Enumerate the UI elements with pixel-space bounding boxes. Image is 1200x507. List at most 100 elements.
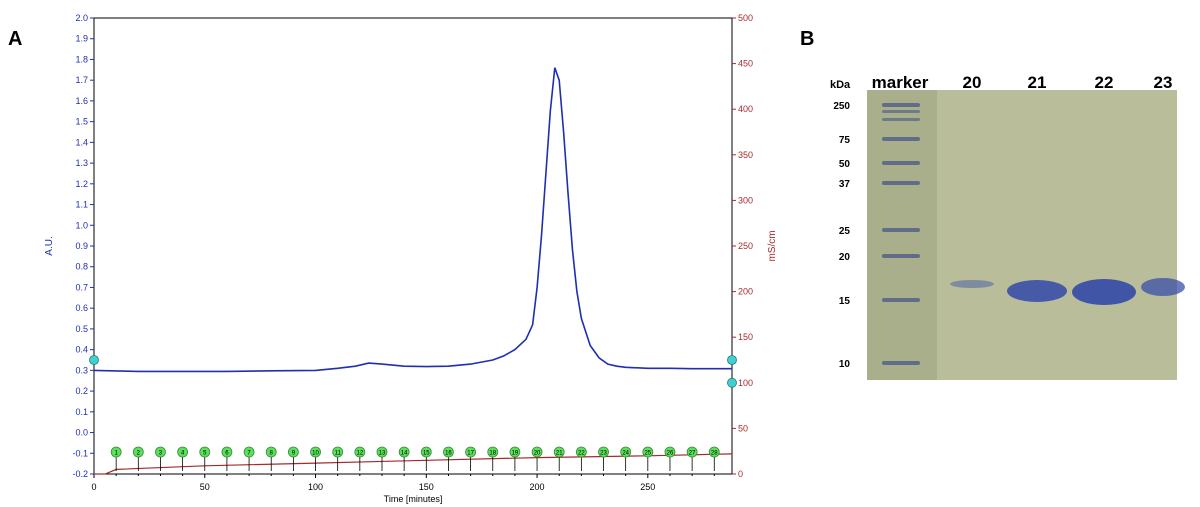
x-tick-label: 250 bbox=[640, 482, 655, 492]
event-marker bbox=[727, 355, 737, 365]
fraction-marker bbox=[221, 446, 233, 458]
fraction-marker bbox=[708, 446, 720, 458]
y-left-tick-label: 1.5 bbox=[75, 117, 88, 127]
fraction-marker bbox=[398, 446, 410, 458]
fraction-label: 14 bbox=[401, 451, 408, 457]
y-right-axis-label: mS/cm bbox=[767, 230, 778, 261]
ladder-band bbox=[882, 361, 920, 365]
fraction-label: 25 bbox=[644, 451, 651, 457]
y-right-tick-label: 500 bbox=[738, 13, 753, 23]
marker-size-label: 20 bbox=[839, 252, 851, 263]
y-right-tick-label: 50 bbox=[738, 423, 748, 433]
fraction-label: 20 bbox=[534, 451, 541, 457]
fraction-marker bbox=[620, 446, 632, 458]
fraction-marker bbox=[598, 446, 609, 458]
fraction-marker bbox=[243, 446, 255, 458]
sample-band-22 bbox=[1072, 279, 1136, 305]
event-marker bbox=[727, 377, 737, 388]
fraction-marker bbox=[354, 446, 366, 458]
y-left-tick-label: 0.7 bbox=[75, 282, 88, 292]
fraction-label: 9 bbox=[292, 451, 296, 457]
y-left-tick-label: 1.6 bbox=[75, 96, 88, 106]
y-right-tick-label: 250 bbox=[738, 241, 753, 251]
fraction-label: 7 bbox=[247, 451, 251, 457]
y-left-tick-label: 1.4 bbox=[75, 137, 88, 147]
y-right-tick-label: 100 bbox=[738, 378, 753, 388]
y-left-axis-label: A.U. bbox=[44, 236, 55, 255]
x-axis-label: Time [minutes] bbox=[384, 494, 443, 504]
y-right-tick-label: 200 bbox=[738, 287, 753, 297]
fraction-marker bbox=[509, 446, 521, 458]
fraction-label: 5 bbox=[203, 451, 207, 457]
y-right-tick-label: 150 bbox=[738, 332, 753, 342]
fraction-label: 27 bbox=[689, 451, 696, 457]
y-left-tick-label: 0.8 bbox=[75, 262, 88, 272]
fraction-marker bbox=[686, 446, 698, 458]
y-left-tick-label: 2.0 bbox=[75, 13, 88, 23]
fraction-marker bbox=[132, 446, 144, 458]
fraction-marker bbox=[376, 446, 388, 458]
conductivity-line bbox=[94, 453, 733, 475]
fraction-label: 18 bbox=[489, 451, 496, 457]
fraction-label: 21 bbox=[556, 451, 563, 457]
marker-size-label: 25 bbox=[839, 226, 851, 237]
y-left-tick-label: 0.9 bbox=[75, 241, 88, 251]
chromatogram-chart: -0.2 -0.1 0.0 0.1 0.2 0.3 0.4 0.5 0.6 0.7 0.8 0.9 1.… bbox=[44, 13, 778, 504]
marker-size-label: 10 bbox=[839, 359, 851, 370]
x-tick-label: 150 bbox=[419, 482, 434, 492]
fraction-label: 26 bbox=[667, 451, 674, 457]
lane-label: 22 bbox=[1095, 73, 1114, 92]
fraction-label: 16 bbox=[445, 451, 452, 457]
y-left-tick-label: 1.8 bbox=[75, 54, 88, 64]
fraction-marker bbox=[443, 446, 454, 458]
ladder-band bbox=[882, 181, 920, 185]
fraction-label: 22 bbox=[578, 451, 585, 457]
fraction-label: 10 bbox=[312, 451, 319, 457]
y-left-tick-label: 1.0 bbox=[75, 220, 88, 230]
event-marker bbox=[89, 355, 99, 365]
marker-size-label: 37 bbox=[839, 179, 851, 190]
y-left-tick-label: 0.2 bbox=[75, 386, 88, 396]
fraction-label: 23 bbox=[600, 451, 607, 457]
lane-label: 20 bbox=[963, 73, 982, 92]
fraction-label: 11 bbox=[335, 451, 342, 457]
y-left-tick-label: -0.1 bbox=[72, 448, 88, 458]
fraction-marker bbox=[332, 446, 344, 458]
fraction-label: 13 bbox=[379, 451, 386, 457]
panel-b-label: B bbox=[800, 28, 815, 50]
fraction-label: 28 bbox=[711, 451, 718, 457]
fraction-marker bbox=[177, 446, 189, 458]
ladder-band bbox=[882, 118, 920, 121]
y-right-tick-label: 400 bbox=[738, 104, 753, 114]
ladder-band bbox=[882, 137, 920, 141]
fraction-marker bbox=[487, 446, 499, 458]
fraction-marker bbox=[553, 446, 565, 458]
sample-band-23 bbox=[1141, 278, 1185, 296]
fraction-label: 6 bbox=[225, 451, 229, 457]
y-left-tick-label: 1.1 bbox=[75, 200, 88, 210]
fraction-marker bbox=[420, 446, 432, 458]
fraction-marker bbox=[642, 446, 654, 458]
ladder-band bbox=[882, 103, 920, 107]
fraction-marker bbox=[664, 446, 676, 458]
y-right-tick-label: 0 bbox=[738, 469, 743, 479]
fraction-label: 1 bbox=[114, 451, 118, 457]
fraction-label: 15 bbox=[423, 451, 430, 457]
y-left-tick-label: 1.7 bbox=[75, 75, 88, 85]
fraction-label: 4 bbox=[181, 451, 185, 457]
y-right-tick-label: 300 bbox=[738, 195, 753, 205]
fraction-marker bbox=[575, 446, 587, 458]
y-left-tick-label: 0.3 bbox=[75, 365, 88, 375]
fraction-marker bbox=[465, 446, 476, 458]
fraction-label: 19 bbox=[512, 451, 519, 457]
fraction-marker bbox=[310, 446, 321, 458]
plot-frame bbox=[93, 17, 733, 475]
ladder-band bbox=[882, 254, 920, 258]
sample-band-20 bbox=[950, 280, 994, 288]
ladder-band bbox=[882, 110, 920, 113]
fraction-marker bbox=[265, 446, 277, 458]
fraction-label: 17 bbox=[467, 451, 474, 457]
y-right-tick-label: 350 bbox=[738, 150, 753, 160]
lane-label: 23 bbox=[1154, 73, 1173, 92]
fraction-label: 3 bbox=[159, 451, 163, 457]
